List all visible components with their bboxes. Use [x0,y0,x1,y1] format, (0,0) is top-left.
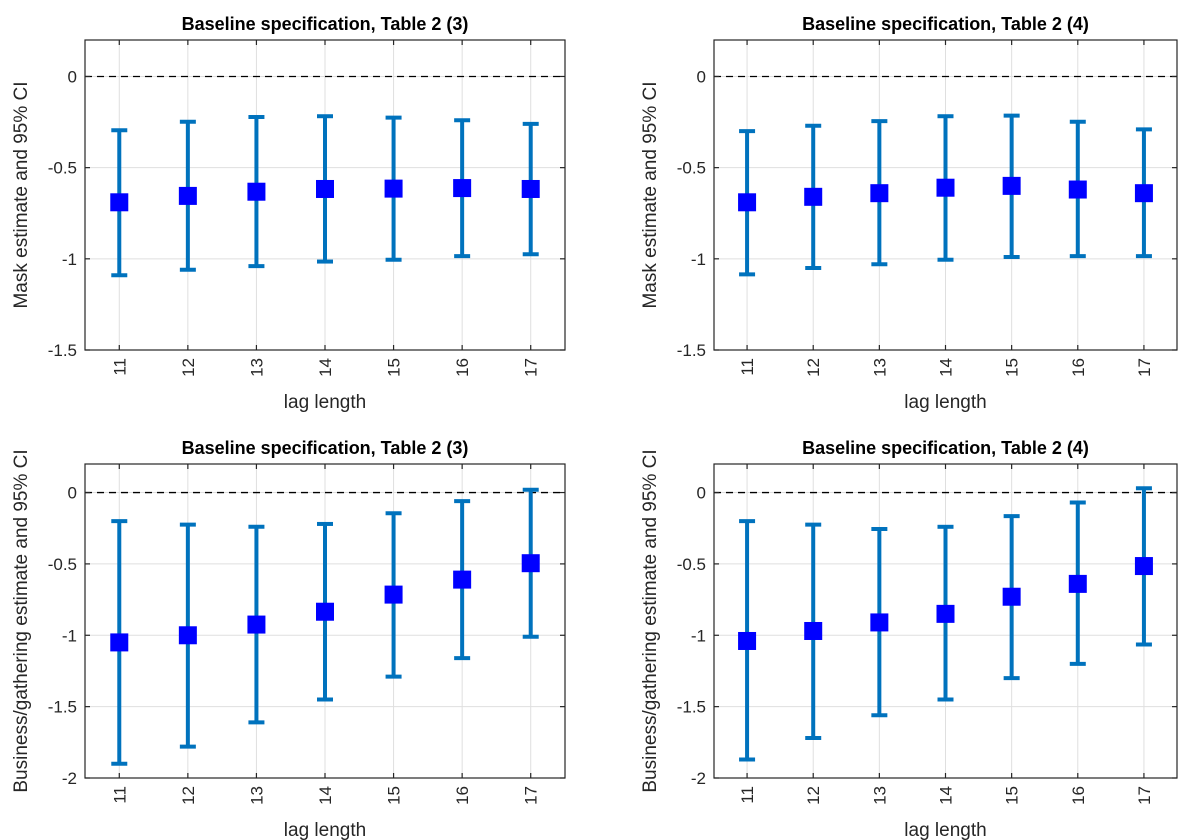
estimate-marker [936,178,955,197]
x-tick-label: 14 [937,358,956,377]
estimate-marker [1068,574,1087,593]
x-axis-label: lag length [284,820,366,840]
y-tick-label: 0 [68,484,77,503]
estimate-marker [521,554,540,573]
x-tick-label: 13 [247,358,266,377]
x-tick-label: 11 [110,358,129,376]
x-tick-label: 15 [385,786,404,805]
x-tick-label: 16 [1069,786,1088,805]
estimate-marker [870,613,889,632]
y-tick-label: -1.5 [677,698,706,717]
y-tick-label: -0.5 [48,159,77,178]
estimate-marker [804,621,823,640]
y-tick-label: -1 [62,626,77,645]
y-tick-label: -1.5 [677,341,706,360]
estimate-marker [110,633,129,652]
x-axis-label: lag length [904,392,986,413]
panel-title: Baseline specification, Table 2 (3) [182,14,469,34]
x-tick-label: 17 [522,358,541,377]
x-tick-label: 12 [179,786,198,805]
x-axis-label: lag length [284,392,366,413]
estimate-marker [453,570,472,589]
x-tick-label: 11 [738,786,757,804]
estimate-marker [316,179,334,198]
panel-title: Baseline specification, Table 2 (4) [802,14,1089,34]
estimate-marker [110,193,129,212]
y-tick-label: 0 [697,484,706,503]
y-tick-label: -1.5 [48,698,77,717]
x-tick-label: 11 [110,786,129,804]
x-tick-label: 14 [316,358,335,377]
x-tick-label: 17 [522,786,541,805]
x-tick-label: 15 [385,358,404,377]
x-tick-label: 14 [937,786,956,805]
estimate-marker [453,179,472,198]
estimate-marker [1134,184,1153,203]
y-axis-label: Business/gathering estimate and 95% CI [11,449,32,792]
estimate-marker [1134,557,1153,576]
y-tick-label: -0.5 [677,555,706,574]
x-tick-label: 13 [870,786,889,805]
y-axis-label: Business/gathering estimate and 95% CI [640,449,661,792]
x-tick-label: 17 [1135,358,1154,377]
estimate-marker [247,182,266,201]
x-tick-label: 11 [738,358,757,376]
estimate-marker [1002,587,1021,606]
estimate-marker [521,179,540,198]
estimate-marker [384,585,403,604]
y-tick-label: -2 [691,769,706,788]
estimate-marker [738,193,757,212]
y-tick-label: -1 [62,250,77,269]
estimate-marker [316,602,334,621]
estimate-marker [178,626,197,645]
panel-title: Baseline specification, Table 2 (3) [182,438,469,458]
panel-business-table2-4: -2 -1.5 -1 -0.5 0 11 12 13 14 15 16 17 Baseline spec… [640,438,1178,840]
y-tick-label: 0 [697,67,706,86]
estimate-marker [804,187,823,206]
y-tick-label: -0.5 [48,555,77,574]
estimate-marker [936,604,955,623]
estimate-marker [247,615,266,634]
panel-business-table2-3: -2 -1.5 -1 -0.5 0 11 12 13 14 15 16 17 Baseline spec… [11,438,566,840]
x-tick-label: 14 [316,786,335,805]
x-tick-label: 16 [453,786,472,805]
panel-mask-table2-4: -1.5 -1 -0.5 0 11 12 13 14 15 16 17 Baseline specif… [640,14,1178,413]
x-tick-label: 12 [179,358,198,377]
y-tick-label: -1.5 [48,341,77,360]
estimate-marker [738,631,757,650]
x-tick-label: 13 [247,786,266,805]
x-tick-label: 12 [804,358,823,377]
y-tick-label: 0 [68,67,77,86]
x-tick-label: 17 [1135,786,1154,805]
y-tick-label: -1 [691,626,706,645]
y-tick-label: -2 [62,769,77,788]
estimate-marker [384,179,403,198]
x-tick-label: 16 [453,358,472,377]
panel-mask-table2-3: -1.5 -1 -0.5 0 11 12 13 14 15 16 17 Baseline specif… [11,14,566,413]
estimate-marker [178,186,197,205]
y-axis-label: Mask estimate and 95% CI [11,81,32,308]
estimate-marker [1002,176,1021,195]
panel-title: Baseline specification, Table 2 (4) [802,438,1089,458]
x-axis-label: lag length [904,820,986,840]
x-tick-label: 15 [1003,786,1022,805]
y-tick-label: -1 [691,250,706,269]
x-tick-label: 12 [804,786,823,805]
x-tick-label: 13 [870,358,889,377]
estimate-marker [1068,180,1087,199]
y-axis-label: Mask estimate and 95% CI [640,81,661,308]
estimate-marker [870,184,889,203]
x-tick-label: 16 [1069,358,1088,377]
x-tick-label: 15 [1003,358,1022,377]
y-tick-label: -0.5 [677,159,706,178]
